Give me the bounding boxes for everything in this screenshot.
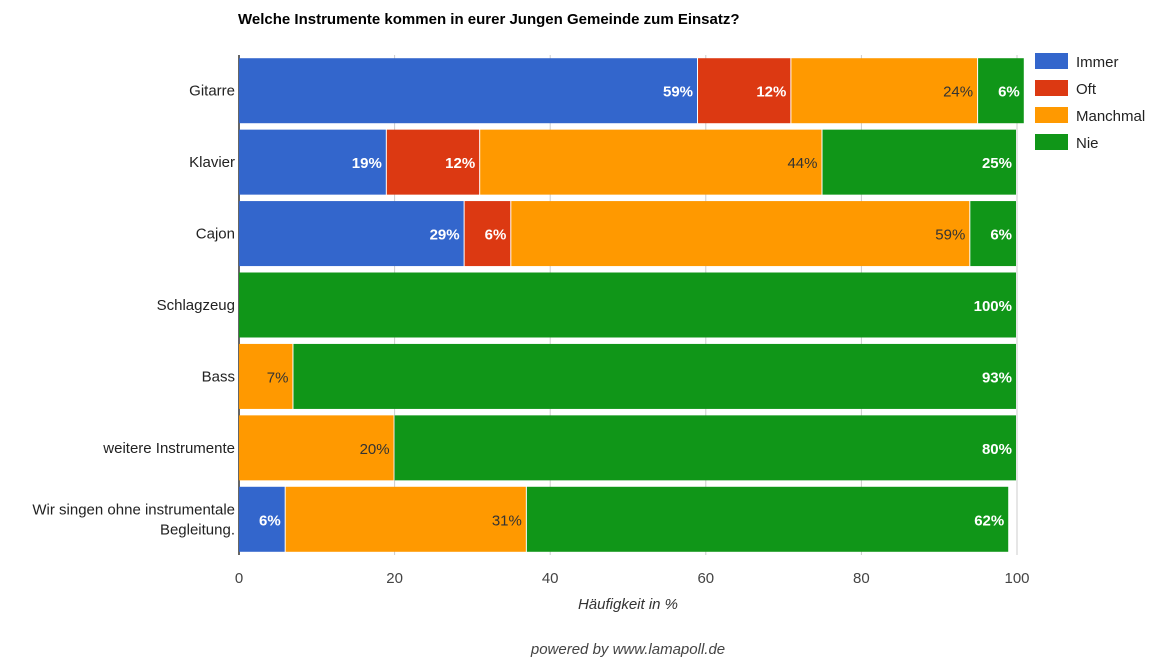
bar-segment (386, 129, 480, 195)
data-label: 80% (982, 441, 1012, 458)
x-tick-label: 80 (853, 570, 870, 587)
x-tick-label: 0 (235, 570, 243, 587)
data-label: 12% (756, 84, 786, 101)
bar-segment (285, 486, 526, 552)
data-label: 93% (982, 369, 1012, 386)
data-label: 6% (998, 84, 1020, 101)
bar-segment (293, 343, 1017, 409)
x-axis-ticks: 0 20 40 60 80 100 (235, 570, 1030, 587)
bar-segment (791, 58, 978, 124)
x-tick-label: 20 (386, 570, 403, 587)
bar-segment (239, 129, 386, 195)
bar-segment (464, 201, 511, 267)
bar-segment (239, 343, 293, 409)
chart-title: Welche Instrumente kommen in eurer Junge… (238, 11, 740, 28)
category-label: weitere Instrumente (102, 440, 235, 457)
bar-segment (239, 486, 285, 552)
data-label: 59% (935, 227, 965, 244)
x-tick-label: 60 (697, 570, 714, 587)
category-labels: Gitarre Klavier Cajon Schlagzeug Bass weitere… (32, 83, 235, 539)
bar-segment (239, 201, 464, 267)
data-label: 29% (430, 227, 460, 244)
category-label: Cajon (196, 226, 235, 243)
category-label: Bass (202, 368, 235, 385)
bar-segment (239, 272, 1016, 338)
data-label: 24% (943, 84, 973, 101)
bar-segment (480, 129, 822, 195)
data-labels: 59% 12% 24% 6% 19% 12% 44% 25% 29% 6% 59% 6% 100% 7% 9… (259, 84, 1020, 530)
legend-swatch (1035, 53, 1068, 69)
x-tick-label: 100 (1004, 570, 1029, 587)
bar-segment (511, 201, 970, 267)
data-label: 59% (663, 84, 693, 101)
x-axis-label: Häufigkeit in % (578, 596, 678, 613)
category-label: Schlagzeug (157, 297, 235, 314)
bar-segment (239, 58, 698, 124)
data-label: 31% (492, 512, 522, 529)
legend-swatch (1035, 134, 1068, 150)
legend: Immer Oft Manchmal Nie (1035, 53, 1145, 152)
footer-credit: powered by www.lamapoll.de (530, 641, 725, 658)
bar-segment (978, 58, 1024, 124)
data-label: 44% (787, 155, 817, 172)
legend-label: Manchmal (1076, 108, 1145, 125)
data-label: 20% (360, 441, 390, 458)
x-tick-label: 40 (542, 570, 559, 587)
bar-segment (822, 129, 1016, 195)
bar-segment (239, 415, 394, 481)
data-label: 7% (267, 369, 289, 386)
legend-label: Oft (1076, 81, 1097, 98)
bar-segment (698, 58, 791, 124)
data-label: 6% (990, 227, 1012, 244)
data-label: 6% (259, 512, 281, 529)
data-label: 19% (352, 155, 382, 172)
category-label: Klavier (189, 154, 235, 171)
data-label: 12% (445, 155, 475, 172)
bars (239, 58, 1024, 552)
legend-label: Immer (1076, 54, 1119, 71)
data-label: 25% (982, 155, 1012, 172)
category-label: Wir singen ohne instrumentale Begleitung. (32, 501, 235, 538)
bar-segment (526, 486, 1009, 552)
bar-segment (394, 415, 1017, 481)
category-label: Gitarre (189, 83, 235, 100)
legend-swatch (1035, 80, 1068, 96)
data-label: 100% (974, 298, 1012, 315)
legend-swatch (1035, 107, 1068, 123)
legend-label: Nie (1076, 135, 1099, 152)
data-label: 6% (485, 227, 507, 244)
bar-segment (970, 201, 1016, 267)
data-label: 62% (974, 512, 1004, 529)
